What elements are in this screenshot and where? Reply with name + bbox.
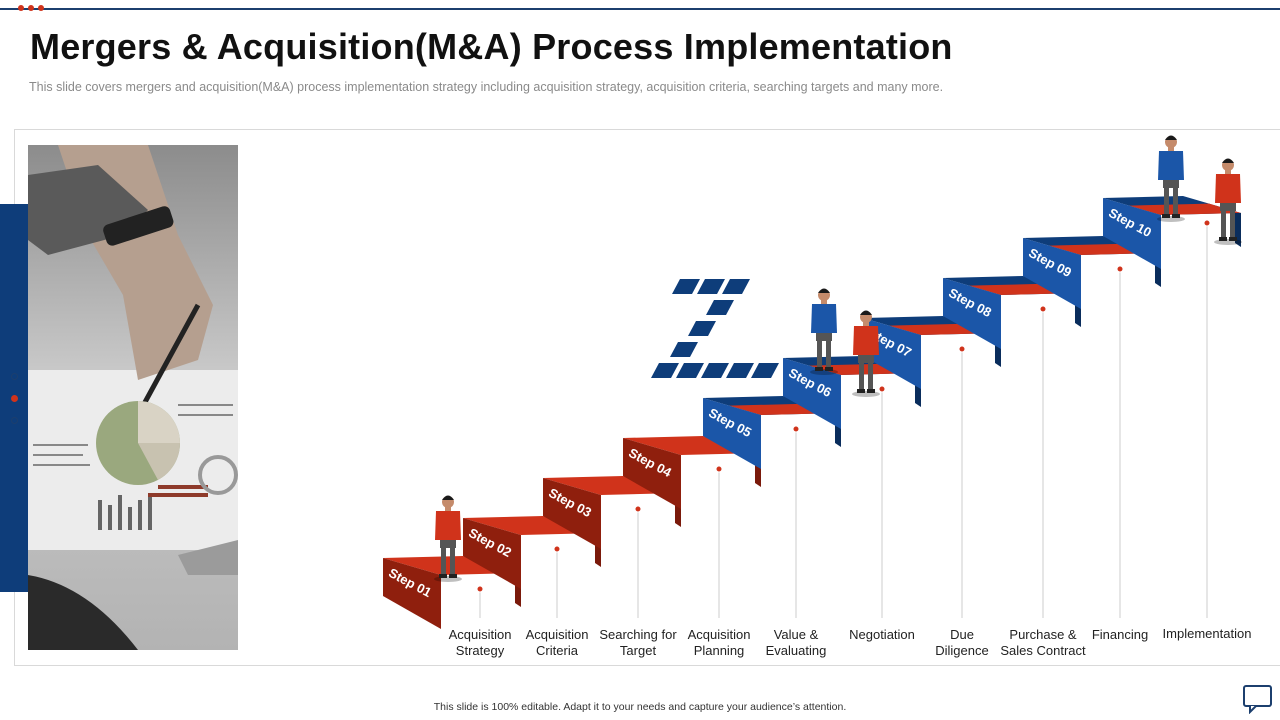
slide-nav-dot[interactable]: [11, 417, 18, 424]
stair-step-1: Step 01: [383, 556, 521, 629]
step-label-line: Planning: [693, 643, 745, 658]
step-label-6: Negotiation: [849, 627, 915, 643]
step-label-line: Acquisition: [687, 627, 751, 642]
stair-step-7: Step 07: [863, 316, 1001, 618]
page-subtitle: This slide covers mergers and acquisitio…: [29, 80, 944, 94]
step-label-line: Value &: [773, 627, 819, 642]
step-label-8: Purchase & Sales Contract: [1000, 627, 1085, 659]
connector-dot: [476, 585, 484, 593]
comment-icon[interactable]: [1242, 684, 1274, 715]
step-label-line: Implementation: [1162, 626, 1252, 641]
step-label-line: Negotiation: [849, 627, 915, 642]
connector-dot: [1039, 305, 1047, 313]
connector-dot: [553, 545, 561, 553]
stair-step-10: Step 10: [1103, 196, 1241, 618]
stair-step-3: Step 03: [543, 476, 681, 618]
step-label-5: Value & Evaluating: [766, 627, 827, 659]
footer-note: This slide is 100% editable. Adapt it to…: [433, 701, 847, 713]
person-red-step-01: [434, 495, 462, 582]
person-blue-step-06: [810, 288, 838, 375]
step-label-4: Acquisition Planning: [688, 627, 751, 659]
step-label-3: Searching for Target: [599, 627, 676, 659]
business-photo: [28, 145, 238, 650]
connector-dot: [1116, 265, 1124, 273]
connector-dot: [878, 385, 886, 393]
step-label-1: Acquisition Strategy: [449, 627, 512, 659]
stair-step-6: Step 06: [783, 356, 921, 618]
sleep-z-icon: [651, 279, 779, 378]
page-title: Mergers & Acquisition(M&A) Process Imple…: [30, 26, 953, 67]
top-rule: [0, 8, 1280, 10]
step-label-line: Target: [619, 643, 657, 658]
header-dots: [18, 5, 44, 11]
step-label-line: Diligence: [935, 643, 989, 658]
step-label-line: Due: [950, 627, 974, 642]
connector-dot: [715, 465, 723, 473]
step-label-line: Acquisition: [525, 627, 589, 642]
connector-dot: [958, 345, 966, 353]
step-label-line: Evaluating: [765, 643, 827, 658]
person-red-step-06: [852, 310, 880, 397]
step-label-line: Acquisition: [448, 627, 512, 642]
step-label-2: Acquisition Criteria: [526, 627, 589, 659]
person-red-step-10: [1214, 158, 1242, 245]
connector-dot: [634, 505, 642, 513]
step-label-line: Strategy: [455, 643, 505, 658]
stair-step-2: Step 02: [463, 516, 601, 618]
connector-dot: [1203, 219, 1211, 227]
slide-nav-dot[interactable]: [11, 373, 18, 380]
step-label-10: Implementation: [1163, 626, 1252, 642]
stair-step-8: Step 08: [943, 276, 1081, 618]
stair-step-4: Step 04: [623, 436, 761, 618]
step-label-9: Financing: [1092, 627, 1148, 643]
step-label-line: Financing: [1091, 627, 1149, 642]
step-label-line: Searching for: [599, 627, 677, 642]
step-label-line: Sales Contract: [1000, 643, 1086, 658]
person-blue-step-10: [1157, 135, 1185, 222]
connector-dot: [792, 425, 800, 433]
step-label-line: Purchase &: [1009, 627, 1077, 642]
step-label-7: Due Diligence: [935, 627, 988, 659]
slide-nav-dot-active[interactable]: [11, 395, 18, 402]
stair-step-5: Step 05: [703, 396, 841, 618]
step-label-line: Criteria: [536, 643, 578, 658]
